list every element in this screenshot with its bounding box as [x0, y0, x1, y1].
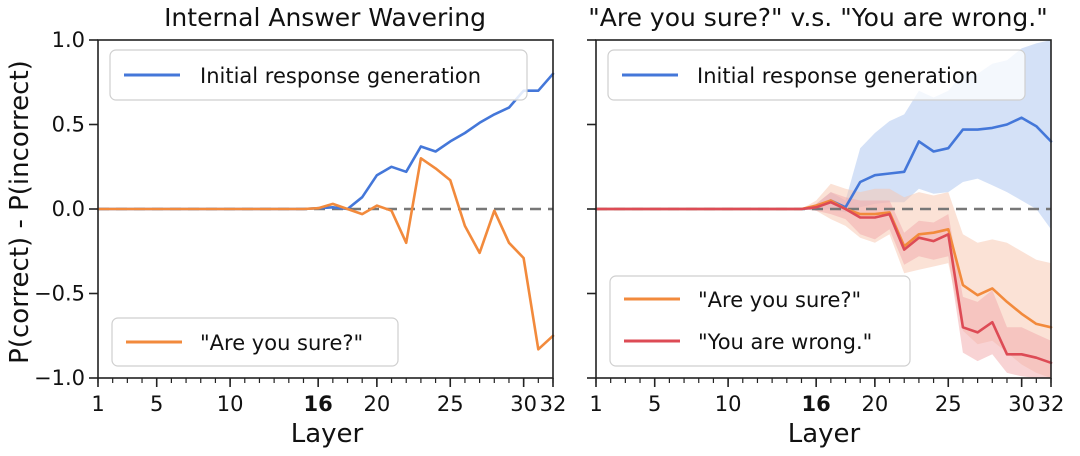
- legend-box: [111, 317, 399, 367]
- right-chart-title: "Are you sure?" v.s. "You are wrong.": [588, 3, 1048, 32]
- left-y-axis-label: P(correct) - P(incorrect): [5, 60, 35, 364]
- left-y-ticks: −1.0 −0.5 0.0 0.5 1.0: [34, 28, 98, 390]
- legend-label-you-are-wrong: "You are wrong.": [698, 330, 872, 354]
- legend-box: [609, 275, 911, 367]
- legend-label-are-you-sure: "Are you sure?": [200, 331, 363, 355]
- legend-label-initial-response: Initial response generation: [697, 64, 978, 88]
- x-tick-label: 16: [802, 392, 831, 416]
- x-tick-label: 1: [589, 392, 602, 416]
- y-tick-label: −0.5: [34, 282, 85, 306]
- right-y-ticks: [587, 39, 596, 379]
- legend-box: [607, 49, 1026, 101]
- left-x-ticks: 1 5 10 16 20 25 30 32: [91, 378, 566, 416]
- x-tick-label: 1: [91, 392, 104, 416]
- x-tick-label: 20: [862, 392, 889, 416]
- right-legend-bottom: "Are you sure?" "You are wrong.": [609, 275, 911, 367]
- x-tick-label: 5: [150, 392, 163, 416]
- left-panel: Internal Answer Wavering P(correct) - P(…: [5, 3, 566, 449]
- right-legend-top: Initial response generation: [607, 49, 1026, 101]
- left-legend-bottom: "Are you sure?": [111, 317, 399, 367]
- x-tick-label: 5: [648, 392, 661, 416]
- left-x-axis-label: Layer: [291, 419, 364, 449]
- y-tick-label: 1.0: [52, 28, 85, 52]
- legend-box: [109, 49, 528, 101]
- y-tick-label: −1.0: [34, 366, 85, 390]
- series-line-you-are-wrong: [594, 200, 1053, 365]
- legend-label-initial-response: Initial response generation: [200, 64, 481, 88]
- series-line-are-you-sure: [96, 157, 555, 351]
- right-x-axis-label: Layer: [788, 419, 861, 449]
- band-initial-response-generation: [596, 40, 1051, 230]
- x-tick-label: 10: [217, 392, 244, 416]
- x-tick-label: 30: [510, 392, 537, 416]
- left-legend-top: Initial response generation: [109, 49, 528, 101]
- x-tick-label: 30: [1008, 392, 1035, 416]
- y-tick-label: 0.0: [52, 197, 85, 221]
- right-x-ticks: 1 5 10 16 20 25 30 32: [589, 378, 1064, 416]
- x-tick-label: 32: [1038, 392, 1065, 416]
- x-tick-label: 25: [437, 392, 464, 416]
- left-series-lines: [96, 72, 555, 351]
- x-tick-label: 25: [935, 392, 962, 416]
- x-tick-label: 20: [364, 392, 391, 416]
- legend-label-are-you-sure: "Are you sure?": [698, 288, 861, 312]
- x-tick-label: 32: [540, 392, 567, 416]
- right-panel: "Are you sure?" v.s. "You are wrong." La…: [587, 3, 1064, 449]
- right-series-lines: [594, 116, 1053, 365]
- y-tick-label: 0.5: [52, 113, 85, 137]
- x-tick-label: 16: [304, 392, 333, 416]
- left-chart-title: Internal Answer Wavering: [164, 3, 486, 32]
- x-tick-label: 10: [715, 392, 742, 416]
